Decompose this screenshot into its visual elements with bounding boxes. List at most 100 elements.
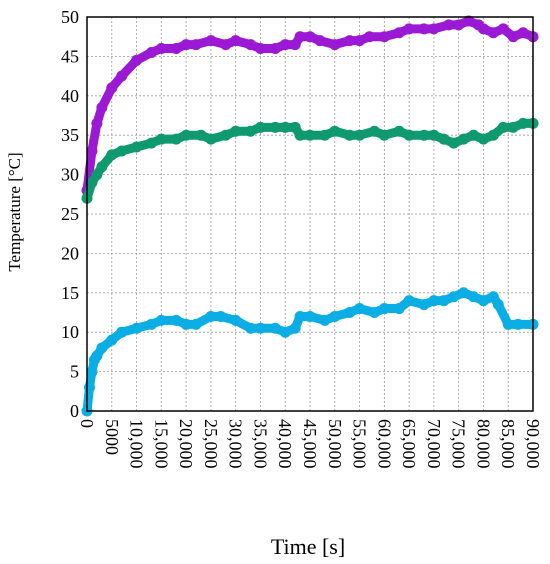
y-tick-label: 15	[61, 283, 79, 303]
series-2-point	[319, 129, 331, 141]
series-1-point	[155, 43, 167, 55]
series-1-point	[354, 35, 366, 47]
series-1-point	[289, 39, 301, 51]
x-tick-label: 50,000	[325, 419, 345, 469]
y-tick-labels: 0 5 10 15 20 25 30 35 40 45 50	[61, 7, 79, 421]
x-axis-title: Time [s]	[271, 534, 345, 559]
series-2-point	[170, 133, 182, 145]
series-1-point	[170, 43, 182, 55]
series-3-point	[205, 310, 217, 322]
series-3-point	[215, 310, 227, 322]
series-3-point	[230, 314, 242, 326]
series-1-point	[477, 23, 489, 35]
series-3-point	[170, 314, 182, 326]
series-2-point	[354, 129, 366, 141]
series-3-point	[96, 342, 108, 354]
series-1-point	[294, 31, 306, 43]
series-2-point	[344, 129, 356, 141]
series-2-point	[403, 129, 415, 141]
y-tick-label: 0	[70, 401, 79, 421]
x-tick-label: 5000	[102, 419, 122, 455]
series-2-point	[294, 129, 306, 141]
series-1-point	[418, 23, 430, 35]
series-2-point	[230, 125, 242, 137]
series-2-point	[91, 169, 103, 181]
series-3-point	[487, 291, 499, 303]
series-1-point	[86, 145, 98, 157]
x-tick-label: 90,000	[523, 419, 543, 469]
series-2-point	[155, 133, 167, 145]
series-1-point	[344, 35, 356, 47]
series-1-point	[443, 19, 455, 31]
x-tick-label: 45,000	[300, 419, 320, 469]
series-3-point	[254, 322, 266, 334]
series-2-point	[428, 129, 440, 141]
series-1-point	[145, 46, 157, 58]
series-1-point	[245, 39, 257, 51]
x-tick-label: 80,000	[473, 419, 493, 469]
series-3-point	[294, 310, 306, 322]
series-1-point	[507, 31, 519, 43]
series-3-point	[448, 291, 460, 303]
series-2-point	[279, 121, 291, 133]
series-2-point	[468, 129, 480, 141]
series-3-point	[418, 299, 430, 311]
series-2-point	[458, 133, 470, 145]
x-tick-label: 10,000	[127, 419, 147, 469]
series-2-point	[205, 133, 217, 145]
series-2-point	[304, 129, 316, 141]
series-2-point	[269, 121, 281, 133]
y-tick-label: 40	[61, 86, 79, 106]
series-2	[81, 117, 539, 204]
series-3-point	[131, 322, 143, 334]
x-tick-label: 40,000	[275, 419, 295, 469]
series-3-point	[145, 318, 157, 330]
series-1-point	[220, 39, 232, 51]
series-1-point	[116, 70, 128, 82]
y-tick-label: 50	[61, 7, 79, 27]
series-3-point	[512, 318, 524, 330]
series-1-point	[487, 27, 499, 39]
series-1-point	[91, 117, 103, 129]
series-2-point	[448, 137, 460, 149]
series-1-point	[428, 23, 440, 35]
series-3-point	[458, 287, 470, 299]
series-3-point	[245, 322, 257, 334]
series-2-point	[378, 129, 390, 141]
series-1-point	[393, 27, 405, 39]
series-3-point	[83, 381, 95, 393]
x-tick-label: 60,000	[374, 419, 394, 469]
series-1-point	[403, 23, 415, 35]
series-2-point	[254, 121, 266, 133]
series-1-point	[279, 39, 291, 51]
x-tick-label: 85,000	[498, 419, 518, 469]
series-3-point	[378, 303, 390, 315]
plot-frame	[86, 16, 534, 412]
series-1-point	[314, 35, 326, 47]
y-tick-label: 30	[61, 165, 79, 185]
series-1-point	[205, 35, 217, 47]
series-1-point	[96, 102, 108, 114]
y-tick-label: 20	[61, 243, 79, 263]
series-3-point	[329, 310, 341, 322]
series-1-point	[517, 27, 529, 39]
series-group	[81, 15, 539, 417]
series-3-point	[403, 295, 415, 307]
series-3-point	[477, 295, 489, 307]
series-1-point	[131, 54, 143, 66]
series-2-point	[393, 125, 405, 137]
series-2-point	[145, 137, 157, 149]
x-tick-label: 25,000	[201, 419, 221, 469]
series-2-point	[195, 129, 207, 141]
x-tick-label: 35,000	[250, 419, 270, 469]
series-1-point	[497, 23, 509, 35]
series-3-point	[438, 295, 450, 307]
y-axis-title: Temperature [°C]	[5, 152, 24, 271]
series-2-point	[497, 121, 509, 133]
series-2-point	[329, 125, 341, 137]
y-tick-label: 5	[70, 362, 79, 382]
series-3-point	[492, 299, 504, 311]
series-2-point	[116, 145, 128, 157]
x-tick-label: 15,000	[151, 419, 171, 469]
